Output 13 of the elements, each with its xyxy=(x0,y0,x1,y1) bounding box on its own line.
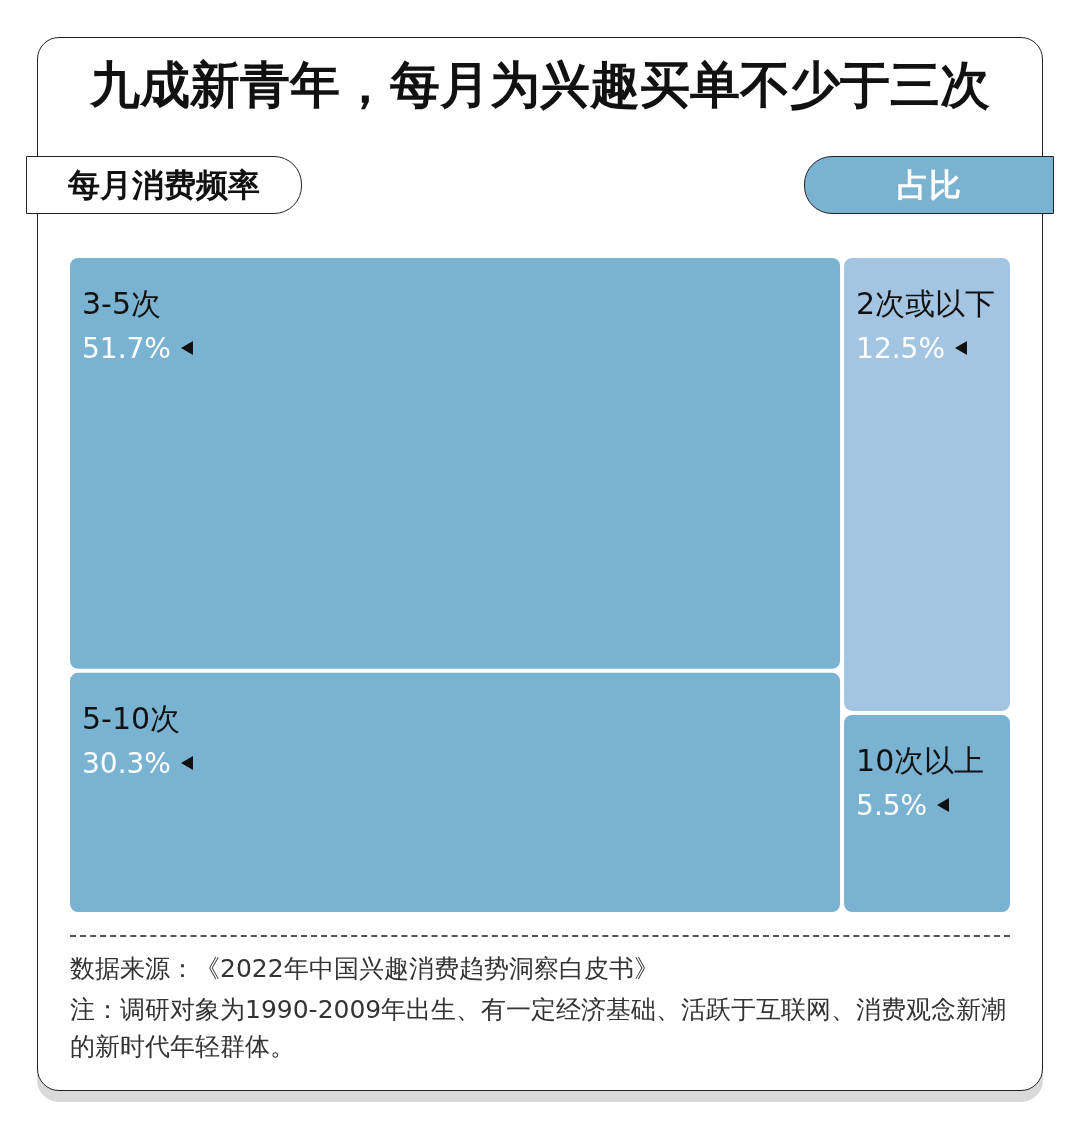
text: 占比 xyxy=(804,156,1054,214)
data-label: 30.3% xyxy=(82,746,171,780)
data-label: 5.5% xyxy=(856,788,928,822)
data-label: 12.5% xyxy=(856,332,946,365)
source-note: 数据来源：《2022年中国兴趣消费趋势洞察白皮书》 xyxy=(70,953,660,985)
text: 每月消费频率 xyxy=(26,156,302,214)
category-label: 2次或以下 xyxy=(856,286,996,321)
data-label: 51.7% xyxy=(82,332,171,365)
text: 注：调研对象为1990-2009年出生、有一定经济基础、活跃于互联网、消费观念新潮的新时代年轻群体。 xyxy=(70,994,1008,1063)
category-label: 5-10次 xyxy=(82,700,181,736)
category-label: 10次以上 xyxy=(856,742,985,778)
category-label: 3-5次 xyxy=(82,286,161,321)
text: 九成新青年，每月为兴趣买单不少于三次 xyxy=(89,55,991,116)
